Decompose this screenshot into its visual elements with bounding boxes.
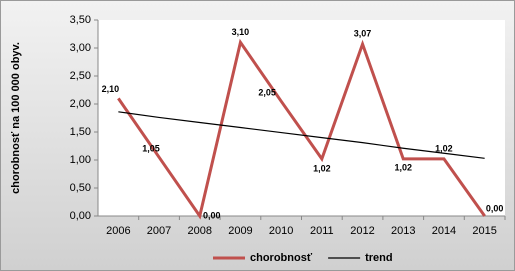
y-tick-label: 3,50: [70, 14, 91, 26]
y-tick-label: 3,00: [70, 42, 91, 54]
x-tick-label: 2009: [228, 225, 252, 237]
x-tick-label: 2013: [391, 225, 415, 237]
x-tick-label: 2015: [472, 225, 496, 237]
series-line: [118, 111, 485, 159]
y-tick-label: 2,00: [70, 98, 91, 110]
data-label: 2,05: [258, 88, 276, 98]
data-label: 1,02: [313, 163, 331, 173]
legend-label: chorobnosť: [250, 252, 313, 264]
x-tick-label: 2010: [269, 225, 293, 237]
x-tick-label: 2014: [432, 225, 456, 237]
x-tick-label: 2012: [350, 225, 374, 237]
data-label: 1,02: [394, 162, 412, 172]
data-label: 1,02: [435, 143, 453, 153]
y-tick-label: 2,50: [70, 70, 91, 82]
x-tick-label: 2008: [188, 225, 212, 237]
x-tick-label: 2007: [147, 225, 171, 237]
y-axis-title: chorobnosť na 100 000 obyv.: [10, 42, 22, 194]
data-label: 0,00: [203, 210, 221, 220]
y-tick-label: 0,50: [70, 182, 91, 194]
data-label: 1,05: [142, 144, 160, 154]
legend-label: trend: [365, 252, 393, 264]
x-tick-label: 2006: [106, 225, 130, 237]
y-tick-label: 1,00: [70, 154, 91, 166]
y-tick-label: 0,00: [70, 210, 91, 222]
data-label: 3,10: [232, 27, 250, 37]
data-label: 2,10: [102, 84, 120, 94]
data-label: 3,07: [354, 28, 372, 38]
series-line: [117, 38, 486, 220]
y-tick-label: 1,50: [70, 126, 91, 138]
data-label: 0,00: [486, 203, 504, 213]
x-tick-label: 2011: [310, 225, 334, 237]
